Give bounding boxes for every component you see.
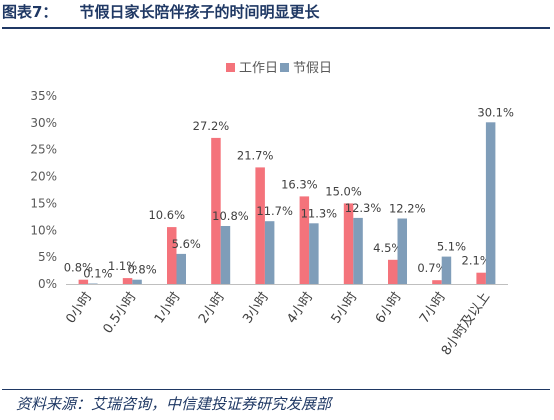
- data-label-workday: 27.2%: [193, 119, 230, 133]
- bar-holiday: [176, 253, 186, 284]
- x-tick-label: 0.5小时: [101, 290, 140, 337]
- data-label-workday: 4.5%: [373, 241, 402, 255]
- bar-workday: [255, 167, 265, 284]
- x-tick-label: 1小时: [152, 290, 184, 327]
- bar-holiday: [353, 217, 363, 284]
- y-tick-label: 20%: [30, 170, 57, 184]
- bar-workday: [167, 227, 177, 284]
- data-label-holiday: 12.2%: [389, 202, 426, 216]
- bar-holiday: [485, 122, 496, 284]
- y-tick-label: 30%: [30, 116, 57, 130]
- legend-label-2: 节假日: [293, 61, 332, 76]
- bar-holiday: [397, 218, 407, 284]
- data-label-holiday: 10.8%: [212, 209, 249, 223]
- bar-holiday: [264, 221, 275, 284]
- source-rule: [2, 389, 550, 390]
- bar-holiday: [220, 226, 231, 284]
- data-label-workday: 0.8%: [64, 261, 93, 275]
- figure-number: 图表7：: [2, 3, 58, 21]
- data-label-workday: 1.1%: [108, 259, 137, 273]
- bar-holiday: [132, 279, 142, 284]
- y-tick-label: 25%: [30, 143, 57, 157]
- data-label-holiday: 12.3%: [345, 201, 382, 215]
- data-label-workday: 0.7%: [417, 261, 446, 275]
- x-tick-label: 5小时: [329, 290, 361, 327]
- legend-swatch-1: [226, 63, 235, 72]
- legend-label-1: 工作日: [239, 61, 278, 76]
- data-label-holiday: 0.1%: [83, 267, 112, 281]
- bar-workday: [432, 280, 442, 284]
- bar-workday: [78, 279, 89, 284]
- bar-holiday: [441, 256, 452, 284]
- bar-workday: [122, 278, 133, 284]
- data-label-holiday: 0.8%: [127, 263, 156, 277]
- y-tick-label: 0%: [38, 277, 57, 291]
- bar-holiday: [309, 223, 319, 284]
- bar-holiday: [88, 283, 98, 284]
- y-tick-label: 15%: [30, 196, 57, 210]
- figure-title: 图表7： 节假日家长陪伴孩子的时间明显更长: [2, 0, 550, 24]
- figure-title-text: 节假日家长陪伴孩子的时间明显更长: [79, 3, 320, 21]
- legend-swatch-2: [280, 63, 289, 72]
- data-label-workday: 16.3%: [281, 177, 318, 191]
- data-label-workday: 21.7%: [237, 148, 274, 162]
- data-label-workday: 10.6%: [148, 208, 185, 222]
- x-tick-label: 2小时: [196, 290, 228, 327]
- data-label-holiday: 11.3%: [301, 206, 338, 220]
- bar-chart: 工作日 节假日0%5%10%15%20%25%30%35%0.8%0.1%0小时1…: [30, 61, 514, 358]
- y-tick-label: 35%: [30, 89, 57, 103]
- bar-workday: [476, 272, 486, 284]
- y-tick-label: 5%: [38, 250, 57, 264]
- data-label-workday: 15.0%: [325, 184, 362, 198]
- x-tick-label: 6小时: [373, 290, 405, 327]
- source-note: 资料来源：艾瑞咨询，中信建投证券研究发展部: [16, 395, 332, 413]
- y-tick-label: 10%: [30, 223, 57, 237]
- data-label-workday: 2.1%: [462, 254, 491, 268]
- x-tick-label: 0小时: [63, 290, 95, 327]
- x-tick-label: 7小时: [417, 290, 449, 327]
- bar-workday: [388, 259, 398, 284]
- title-rule: [2, 27, 550, 29]
- data-label-holiday: 30.1%: [477, 105, 514, 119]
- data-label-holiday: 11.7%: [256, 204, 293, 218]
- bar-workday: [299, 196, 310, 284]
- bar-workday: [343, 203, 354, 284]
- x-tick-label: 3小时: [240, 290, 272, 327]
- data-label-holiday: 5.1%: [437, 240, 466, 254]
- bar-workday: [211, 137, 221, 284]
- data-label-holiday: 5.6%: [172, 237, 201, 251]
- x-tick-label: 4小时: [284, 290, 316, 327]
